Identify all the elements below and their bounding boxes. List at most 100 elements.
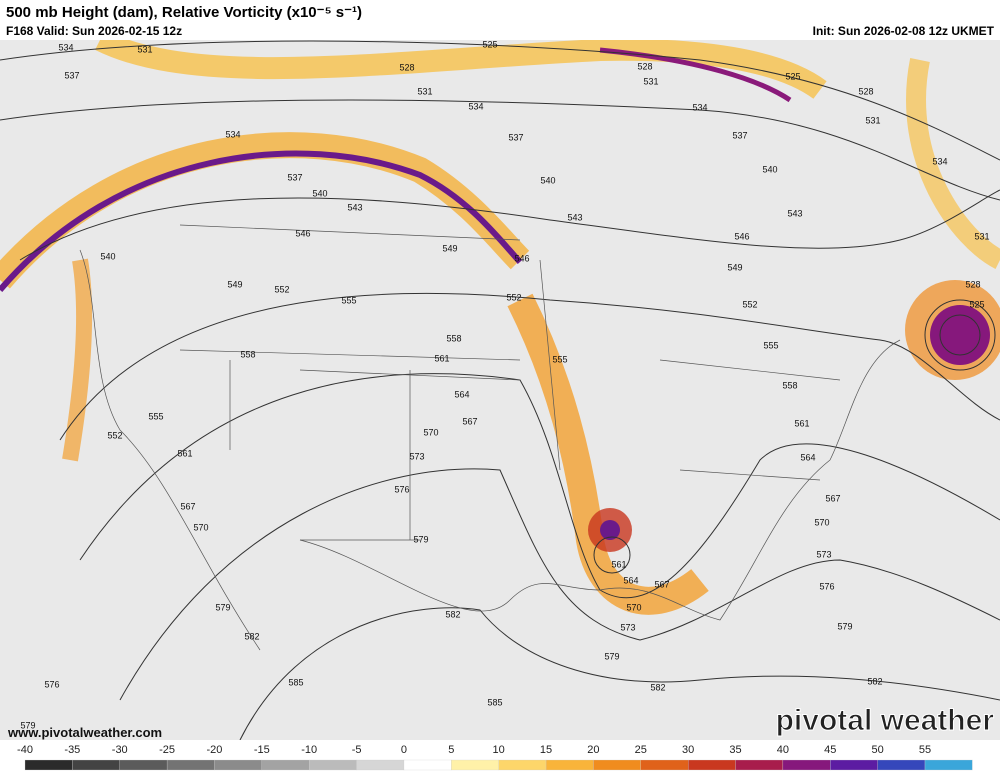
contour-label: 573 xyxy=(409,451,424,461)
colorbar-label: 20 xyxy=(587,744,599,756)
contour-label: 564 xyxy=(623,575,638,585)
colorbar-swatch xyxy=(451,759,499,771)
colorbar-swatch xyxy=(166,759,215,771)
colorbar-label: -40 xyxy=(17,744,33,756)
colorbar-label: 50 xyxy=(872,744,884,756)
colorbar-swatch xyxy=(782,759,831,771)
contour-label: 582 xyxy=(867,676,882,686)
contour-label: 567 xyxy=(462,416,477,426)
contour-label: 582 xyxy=(244,631,259,641)
contour-label: 543 xyxy=(347,202,362,212)
contour-line xyxy=(79,373,1000,599)
colorbar-swatch xyxy=(214,759,262,771)
valid-time: F168 Valid: Sun 2026-02-15 12z xyxy=(6,24,182,38)
contour-label: 567 xyxy=(825,493,840,503)
colorbar-swatch xyxy=(309,759,357,771)
colorbar-label: -15 xyxy=(254,744,270,756)
vorticity-max xyxy=(600,520,620,540)
vorticity-max xyxy=(930,305,990,365)
colorbar-swatch xyxy=(924,759,973,771)
colorbar-swatch xyxy=(119,759,168,771)
contour-label: 579 xyxy=(413,534,428,544)
init-time: Init: Sun 2026-02-08 12z UKMET xyxy=(813,24,995,38)
boundaries xyxy=(79,224,901,651)
contour-label: 543 xyxy=(567,212,582,222)
contour-label: 570 xyxy=(814,517,829,527)
colorbar-label: -10 xyxy=(301,744,317,756)
colorbar-label: 40 xyxy=(777,744,789,756)
colorbar-label: 25 xyxy=(635,744,647,756)
colorbar-swatch xyxy=(545,759,594,771)
contour-label: 525 xyxy=(969,299,984,309)
colorbar-swatch xyxy=(356,759,405,771)
colorbar-label: 0 xyxy=(401,744,407,756)
contour-label: 528 xyxy=(399,62,414,72)
contour-label: 567 xyxy=(654,579,669,589)
vorticity-band xyxy=(906,58,1000,269)
contour-line xyxy=(593,536,631,574)
contour-line xyxy=(239,607,1000,741)
contour-label: 525 xyxy=(482,39,497,49)
colorbar-swatch xyxy=(593,759,641,771)
colorbar-label: 55 xyxy=(919,744,931,756)
website: www.pivotalweather.com xyxy=(7,725,162,740)
colorbar-label: 45 xyxy=(824,744,836,756)
contour-label: 534 xyxy=(468,101,483,111)
contour-label: 531 xyxy=(974,231,989,241)
map xyxy=(0,30,1000,772)
contour-label: 573 xyxy=(620,622,635,632)
contour-label: 534 xyxy=(58,42,73,52)
colorbar-label: -5 xyxy=(352,744,362,756)
title: 500 mb Height (dam), Relative Vorticity … xyxy=(6,4,362,21)
contour-label: 549 xyxy=(442,243,457,253)
contour-label: 555 xyxy=(341,295,356,305)
contour-label: 549 xyxy=(227,279,242,289)
contour-label: 576 xyxy=(44,679,59,689)
contour-label: 561 xyxy=(794,418,809,428)
contour-label: 564 xyxy=(454,389,469,399)
contour-label: 582 xyxy=(445,609,460,619)
colorbar-swatch xyxy=(688,759,736,771)
contour-label: 579 xyxy=(604,651,619,661)
state-lines xyxy=(179,224,841,541)
contour-label: 537 xyxy=(64,70,79,80)
vorticity-core xyxy=(0,150,523,292)
contour-label: 564 xyxy=(800,452,815,462)
contour-label: 540 xyxy=(540,175,555,185)
contour-label: 534 xyxy=(932,156,947,166)
contour-line xyxy=(19,189,1000,261)
contour-label: 570 xyxy=(193,522,208,532)
contour-label: 552 xyxy=(274,284,289,294)
contour-label: 567 xyxy=(180,501,195,511)
contour-label: 558 xyxy=(782,380,797,390)
contour-label: 531 xyxy=(865,115,880,125)
vorticity-band xyxy=(95,30,827,100)
contour-label: 576 xyxy=(819,581,834,591)
contour-label: 552 xyxy=(107,430,122,440)
contour-label: 585 xyxy=(288,677,303,687)
contour-label: 525 xyxy=(785,71,800,81)
contour-label: 531 xyxy=(417,86,432,96)
contour-line xyxy=(0,99,1000,201)
contour-label: 537 xyxy=(732,130,747,140)
colorbar-label: -20 xyxy=(207,744,223,756)
contour-label: 561 xyxy=(177,448,192,458)
contour-label: 534 xyxy=(225,129,240,139)
contour-label: 570 xyxy=(423,427,438,437)
colorbar-swatch xyxy=(261,759,310,771)
map-area xyxy=(0,40,1000,740)
colorbar-label: 30 xyxy=(682,744,694,756)
contour-line xyxy=(0,40,1000,161)
contour-label: 582 xyxy=(650,682,665,692)
colorbar-swatch xyxy=(498,759,547,771)
contour-label: 555 xyxy=(763,340,778,350)
contour-line xyxy=(939,314,981,356)
contour-line xyxy=(924,299,996,371)
contour-line xyxy=(119,468,1000,701)
contour-label: 540 xyxy=(312,188,327,198)
contour-label: 546 xyxy=(514,253,529,263)
colorbar-swatch xyxy=(403,759,452,771)
contour-label: 561 xyxy=(611,559,626,569)
contour-label: 549 xyxy=(727,262,742,272)
